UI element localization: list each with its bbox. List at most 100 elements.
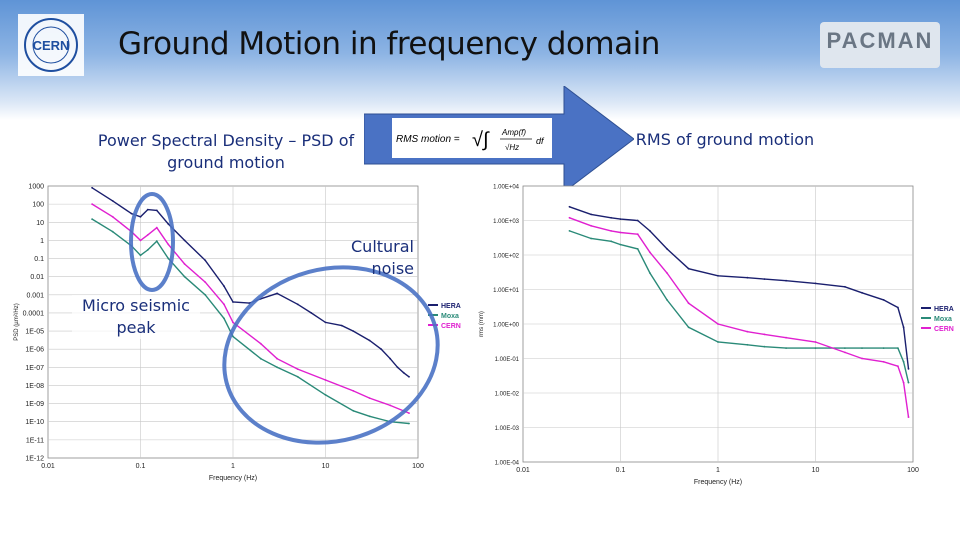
psd-heading: Power Spectral Density – PSD of ground m…: [97, 131, 355, 172]
data-point-moxa: [204, 293, 207, 296]
rms-heading: RMS of ground motion: [635, 130, 815, 149]
legend-label-hera: HERA: [934, 306, 954, 313]
x-tick-label: 100: [907, 467, 919, 474]
x-tick-label: 0.1: [136, 463, 146, 470]
data-point-hera: [276, 292, 278, 295]
data-point-moxa: [167, 257, 170, 260]
data-point-moxa: [568, 230, 571, 232]
x-tick-label: 0.1: [616, 467, 626, 474]
data-point-hera: [897, 306, 899, 309]
x-axis-label: Frequency (Hz): [694, 479, 742, 486]
data-point-cern: [687, 302, 690, 305]
data-point-hera: [649, 230, 651, 232]
data-point-hera: [259, 297, 262, 300]
data-point-moxa: [746, 343, 749, 346]
data-point-hera: [882, 299, 885, 301]
data-point-hera: [844, 285, 846, 288]
x-tick-label: 0.01: [41, 463, 55, 470]
data-point-moxa: [902, 360, 905, 363]
data-point-cern: [276, 357, 278, 360]
data-point-cern: [861, 357, 863, 360]
data-point-cern: [814, 341, 817, 343]
formula-denominator: √Hz: [505, 143, 519, 152]
data-point-cern: [666, 272, 668, 274]
data-point-moxa: [649, 272, 651, 274]
y-tick-label: 0.1: [34, 256, 44, 263]
y-tick-label: 1E-08: [25, 383, 44, 390]
data-point-cern: [232, 321, 234, 324]
y-tick-label: 1.00E+01: [493, 288, 520, 294]
data-point-moxa: [296, 375, 299, 378]
data-point-hera: [568, 205, 571, 208]
y-tick-label: 1.00E+03: [493, 219, 520, 225]
data-point-cern: [389, 404, 392, 407]
data-point-cern: [907, 416, 910, 418]
data-point-moxa: [368, 415, 371, 418]
data-point-cern: [902, 381, 905, 384]
data-point-moxa: [882, 347, 885, 349]
data-point-cern: [619, 231, 622, 234]
data-point-cern: [763, 333, 766, 336]
data-point-hera: [296, 303, 299, 306]
y-tick-label: 1E-07: [25, 365, 44, 372]
y-axis-label: PSD (µm²/Hz): [14, 303, 20, 340]
formula-sqrt-integral: √∫: [472, 129, 490, 151]
data-point-moxa: [155, 240, 158, 243]
data-point-hera: [380, 348, 383, 351]
data-point-cern: [167, 243, 170, 246]
data-point-hera: [687, 267, 690, 270]
data-point-hera: [389, 357, 392, 360]
data-point-hera: [666, 248, 668, 250]
data-point-hera: [902, 326, 905, 329]
slide-header: [0, 0, 960, 120]
data-point-moxa: [844, 347, 846, 349]
y-tick-label: 1: [40, 238, 44, 245]
data-point-moxa: [763, 345, 766, 348]
data-point-cern: [259, 342, 262, 345]
x-tick-label: 10: [322, 463, 330, 470]
x-tick-label: 0.01: [516, 467, 530, 474]
data-point-hera: [610, 216, 612, 219]
data-point-hera: [340, 324, 343, 327]
data-point-cern: [204, 281, 207, 283]
data-point-moxa: [146, 249, 149, 251]
data-point-hera: [139, 215, 142, 218]
y-tick-label: 1.00E-03: [495, 426, 520, 432]
y-axis-label: rms (mm): [479, 311, 485, 337]
data-point-hera: [717, 274, 719, 277]
data-point-cern: [183, 263, 186, 265]
data-point-hera: [155, 209, 158, 212]
y-tick-label: 1.00E-01: [495, 357, 520, 363]
data-point-moxa: [130, 245, 133, 247]
data-point-cern: [882, 360, 885, 363]
data-point-moxa: [276, 366, 278, 369]
data-point-cern: [746, 330, 749, 333]
data-point-cern: [155, 226, 158, 229]
data-point-hera: [907, 368, 910, 370]
data-point-hera: [746, 276, 749, 279]
data-point-cern: [717, 323, 719, 325]
data-point-hera: [204, 259, 207, 262]
data-point-cern: [568, 216, 571, 219]
rms-formula: RMS motion = √∫ Amp(f) √Hz df: [392, 118, 552, 158]
y-tick-label: 1E-12: [25, 456, 44, 463]
legend-label-moxa: Moxa: [441, 313, 459, 320]
data-point-moxa: [139, 254, 142, 257]
data-point-moxa: [814, 347, 817, 349]
y-tick-label: 10: [36, 220, 44, 227]
x-axis-label: Frequency (Hz): [209, 475, 257, 482]
data-point-cern: [223, 303, 225, 306]
formula-integrand: Amp(f): [501, 128, 526, 137]
y-tick-label: 0.001: [26, 292, 44, 299]
data-point-hera: [91, 186, 93, 189]
x-tick-label: 1: [716, 467, 720, 474]
x-tick-label: 1: [231, 463, 235, 470]
data-point-moxa: [91, 218, 93, 220]
data-point-moxa: [785, 347, 787, 349]
data-point-hera: [232, 301, 234, 303]
x-tick-label: 100: [412, 463, 424, 470]
legend-label-moxa: Moxa: [934, 316, 952, 323]
y-tick-label: 1.00E+02: [493, 254, 520, 260]
cern-logo-text: CERN: [33, 38, 70, 53]
data-point-hera: [223, 285, 225, 287]
